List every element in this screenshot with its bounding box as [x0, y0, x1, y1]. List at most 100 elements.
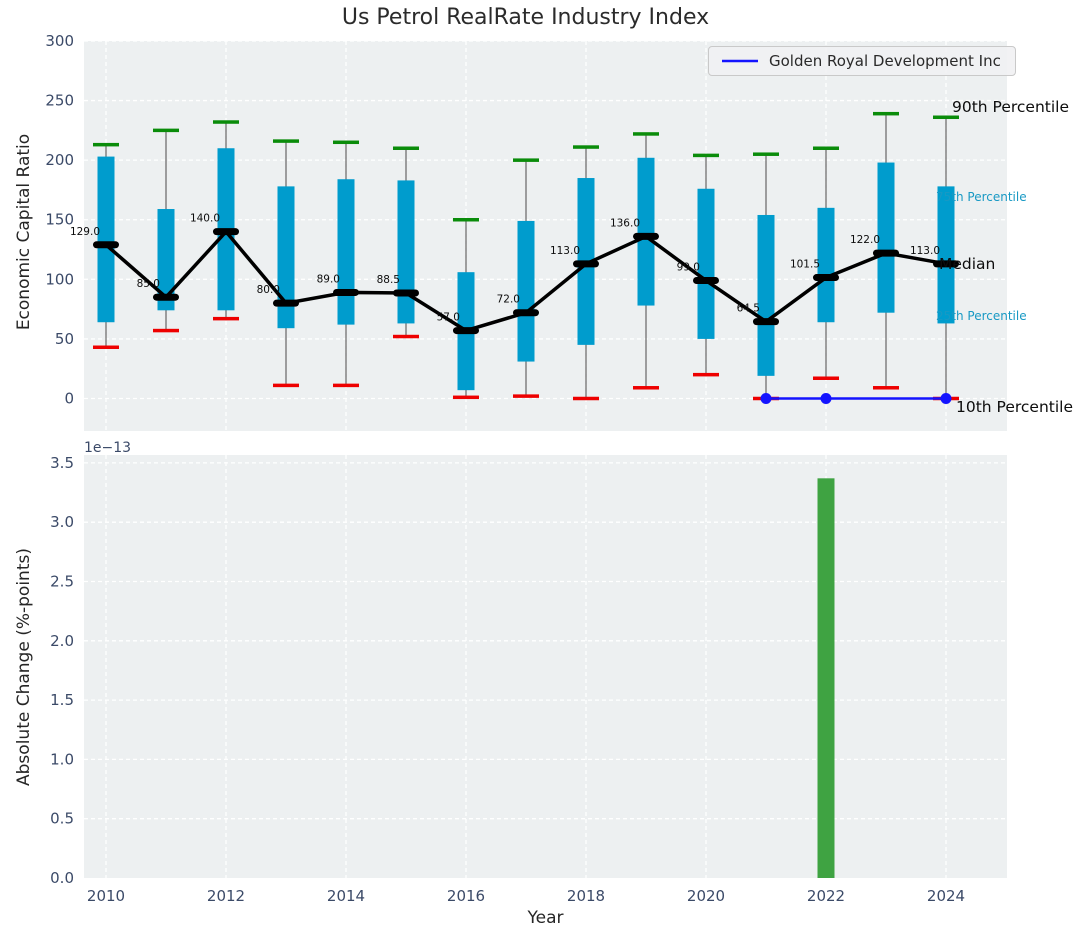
y-tick-label: 50	[55, 330, 74, 348]
percentile-box	[817, 207, 835, 323]
percentile-box	[517, 220, 535, 362]
p90-cap	[873, 111, 899, 116]
p10-cap	[393, 334, 419, 339]
p90-cap	[93, 142, 119, 147]
median-value-label: 129.0	[70, 226, 100, 238]
chart-title: Us Petrol RealRate Industry Index	[341, 5, 710, 30]
median-value-label: 101.5	[790, 259, 820, 271]
median-dash	[213, 228, 239, 236]
median-dash	[813, 274, 839, 282]
y-tick-label: 1.0	[50, 750, 74, 768]
y-tick-label: 150	[45, 211, 74, 229]
percentile-box	[697, 188, 715, 339]
p90-cap	[633, 132, 659, 136]
x-tick-label: 2024	[927, 887, 965, 905]
p90-cap	[333, 140, 359, 145]
percentile-box	[157, 209, 175, 311]
p90-cap	[153, 128, 179, 133]
y-tick-label: 0.0	[50, 869, 74, 887]
y-tick-label: 100	[45, 270, 74, 288]
percentile-box	[277, 186, 295, 329]
percentile-box	[337, 179, 355, 325]
p90-cap	[813, 146, 839, 150]
p10-cap	[213, 316, 239, 321]
x-tick-label: 2022	[807, 887, 845, 905]
y-tick-label: 300	[45, 32, 74, 50]
p90-cap	[933, 115, 959, 120]
p10-cap	[273, 383, 299, 388]
company-marker	[760, 393, 772, 404]
legend-line-swatch	[722, 59, 758, 63]
p10-cap	[813, 376, 839, 380]
percentile-box	[637, 157, 655, 306]
median-dash	[933, 260, 959, 268]
top-plot-area	[84, 41, 1007, 431]
x-tick-label: 2014	[327, 887, 365, 905]
median-value-label: 99.0	[677, 262, 700, 274]
median-value-label: 57.0	[437, 312, 460, 324]
annotation-median: Median	[939, 255, 996, 273]
legend-label: Golden Royal Development Inc	[769, 52, 1001, 70]
p10-cap	[573, 396, 599, 401]
median-dash	[753, 318, 779, 326]
median-value-label: 88.5	[377, 274, 400, 286]
median-dash	[93, 241, 119, 249]
annotation-25th-percentile: 25th Percentile	[936, 309, 1027, 323]
y-tick-label: 1.5	[50, 691, 74, 709]
median-value-label: 113.0	[550, 245, 580, 257]
p10-cap	[693, 372, 719, 377]
median-dash	[573, 260, 599, 268]
median-dash	[873, 249, 899, 257]
annotation-10th-percentile: 10th Percentile	[956, 398, 1074, 416]
median-value-label: 89.0	[317, 273, 340, 285]
y-axis-offset-text: 1e−13	[84, 440, 132, 456]
median-dash	[693, 277, 719, 285]
percentile-box	[757, 214, 775, 376]
x-tick-label: 2016	[447, 887, 485, 905]
p90-cap	[273, 139, 299, 143]
change-bar	[817, 478, 835, 878]
median-dash	[333, 288, 359, 296]
legend: Golden Royal Development Inc	[708, 46, 1016, 76]
p90-cap	[753, 152, 779, 156]
median-dash	[153, 293, 179, 301]
p90-cap	[513, 158, 539, 162]
p10-cap	[873, 386, 899, 390]
p90-cap	[693, 153, 719, 158]
median-value-label: 72.0	[497, 294, 520, 306]
percentile-box	[397, 180, 415, 324]
p10-cap	[513, 394, 539, 398]
p90-cap	[573, 145, 599, 149]
median-value-label: 80.0	[257, 284, 280, 296]
median-dash	[453, 327, 479, 335]
median-dash	[273, 299, 299, 307]
x-tick-label: 2020	[687, 887, 725, 905]
median-dash	[513, 309, 539, 317]
x-axis-label: Year	[527, 908, 564, 928]
x-tick-label: 2018	[567, 887, 605, 905]
annotation-90th-percentile: 90th Percentile	[952, 98, 1070, 116]
median-dash	[393, 289, 419, 297]
p10-cap	[333, 383, 359, 388]
percentile-box	[937, 186, 955, 324]
p90-cap	[213, 120, 239, 124]
p10-cap	[633, 386, 659, 390]
company-marker	[940, 393, 952, 404]
annotation-75th-percentile: 75th Percentile	[936, 190, 1027, 204]
median-value-label: 136.0	[610, 217, 640, 229]
y-tick-label: 0.5	[50, 810, 74, 828]
median-dash	[633, 232, 659, 240]
median-value-label: 85.0	[137, 278, 160, 290]
y-tick-label: 0	[64, 390, 74, 408]
percentile-box	[877, 162, 895, 313]
median-value-label: 64.5	[737, 303, 760, 315]
y-tick-label: 250	[45, 92, 74, 110]
y-tick-label: 2.0	[50, 632, 74, 650]
bottom-plot-area	[84, 455, 1007, 878]
median-value-label: 122.0	[850, 234, 880, 246]
median-value-label: 113.0	[910, 245, 940, 257]
p90-cap	[453, 217, 479, 222]
y-tick-label: 3.5	[50, 454, 74, 472]
